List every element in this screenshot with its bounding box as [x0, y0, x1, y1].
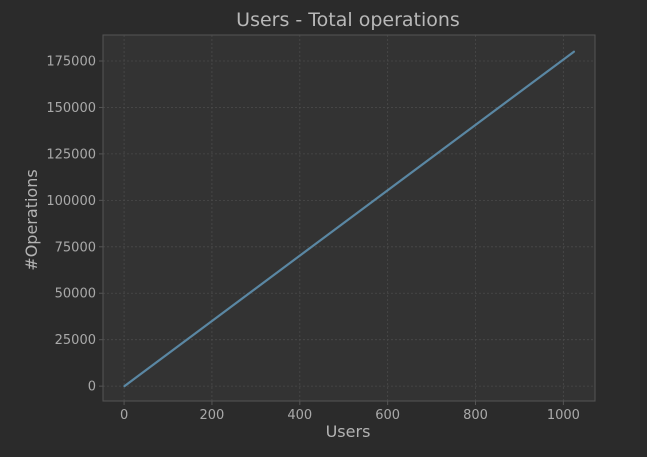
y-axis-label: #Operations: [22, 169, 41, 270]
x-axis-ticks: 0 200 400 600 800 1000: [120, 401, 580, 423]
series-lines: [123, 50, 576, 388]
y-tick-label: 0: [88, 380, 96, 395]
y-tick-label: 100000: [46, 194, 96, 209]
x-tick-label: 0: [120, 408, 128, 423]
x-tick-label: 800: [463, 408, 488, 423]
chart-title: Users - Total operations: [236, 9, 460, 31]
plot-frame: [102, 34, 596, 402]
x-tick-label: 1000: [547, 408, 580, 423]
y-tick-label: 175000: [46, 55, 96, 70]
y-tick-label: 50000: [55, 287, 96, 302]
x-axis-label: Users: [326, 422, 371, 441]
x-tick-label: 600: [375, 408, 400, 423]
y-axis-ticks: 0 25000 50000 75000 100000 125000 150000 175000: [46, 55, 103, 395]
y-tick-label: 125000: [46, 147, 96, 162]
y-tick-label: 25000: [55, 333, 96, 348]
y-tick-label: 75000: [55, 240, 96, 255]
x-tick-label: 400: [287, 408, 312, 423]
y-tick-label: 150000: [46, 101, 96, 116]
x-tick-label: 200: [200, 408, 225, 423]
series-line: [123, 50, 576, 388]
grid-lines: [103, 35, 595, 401]
